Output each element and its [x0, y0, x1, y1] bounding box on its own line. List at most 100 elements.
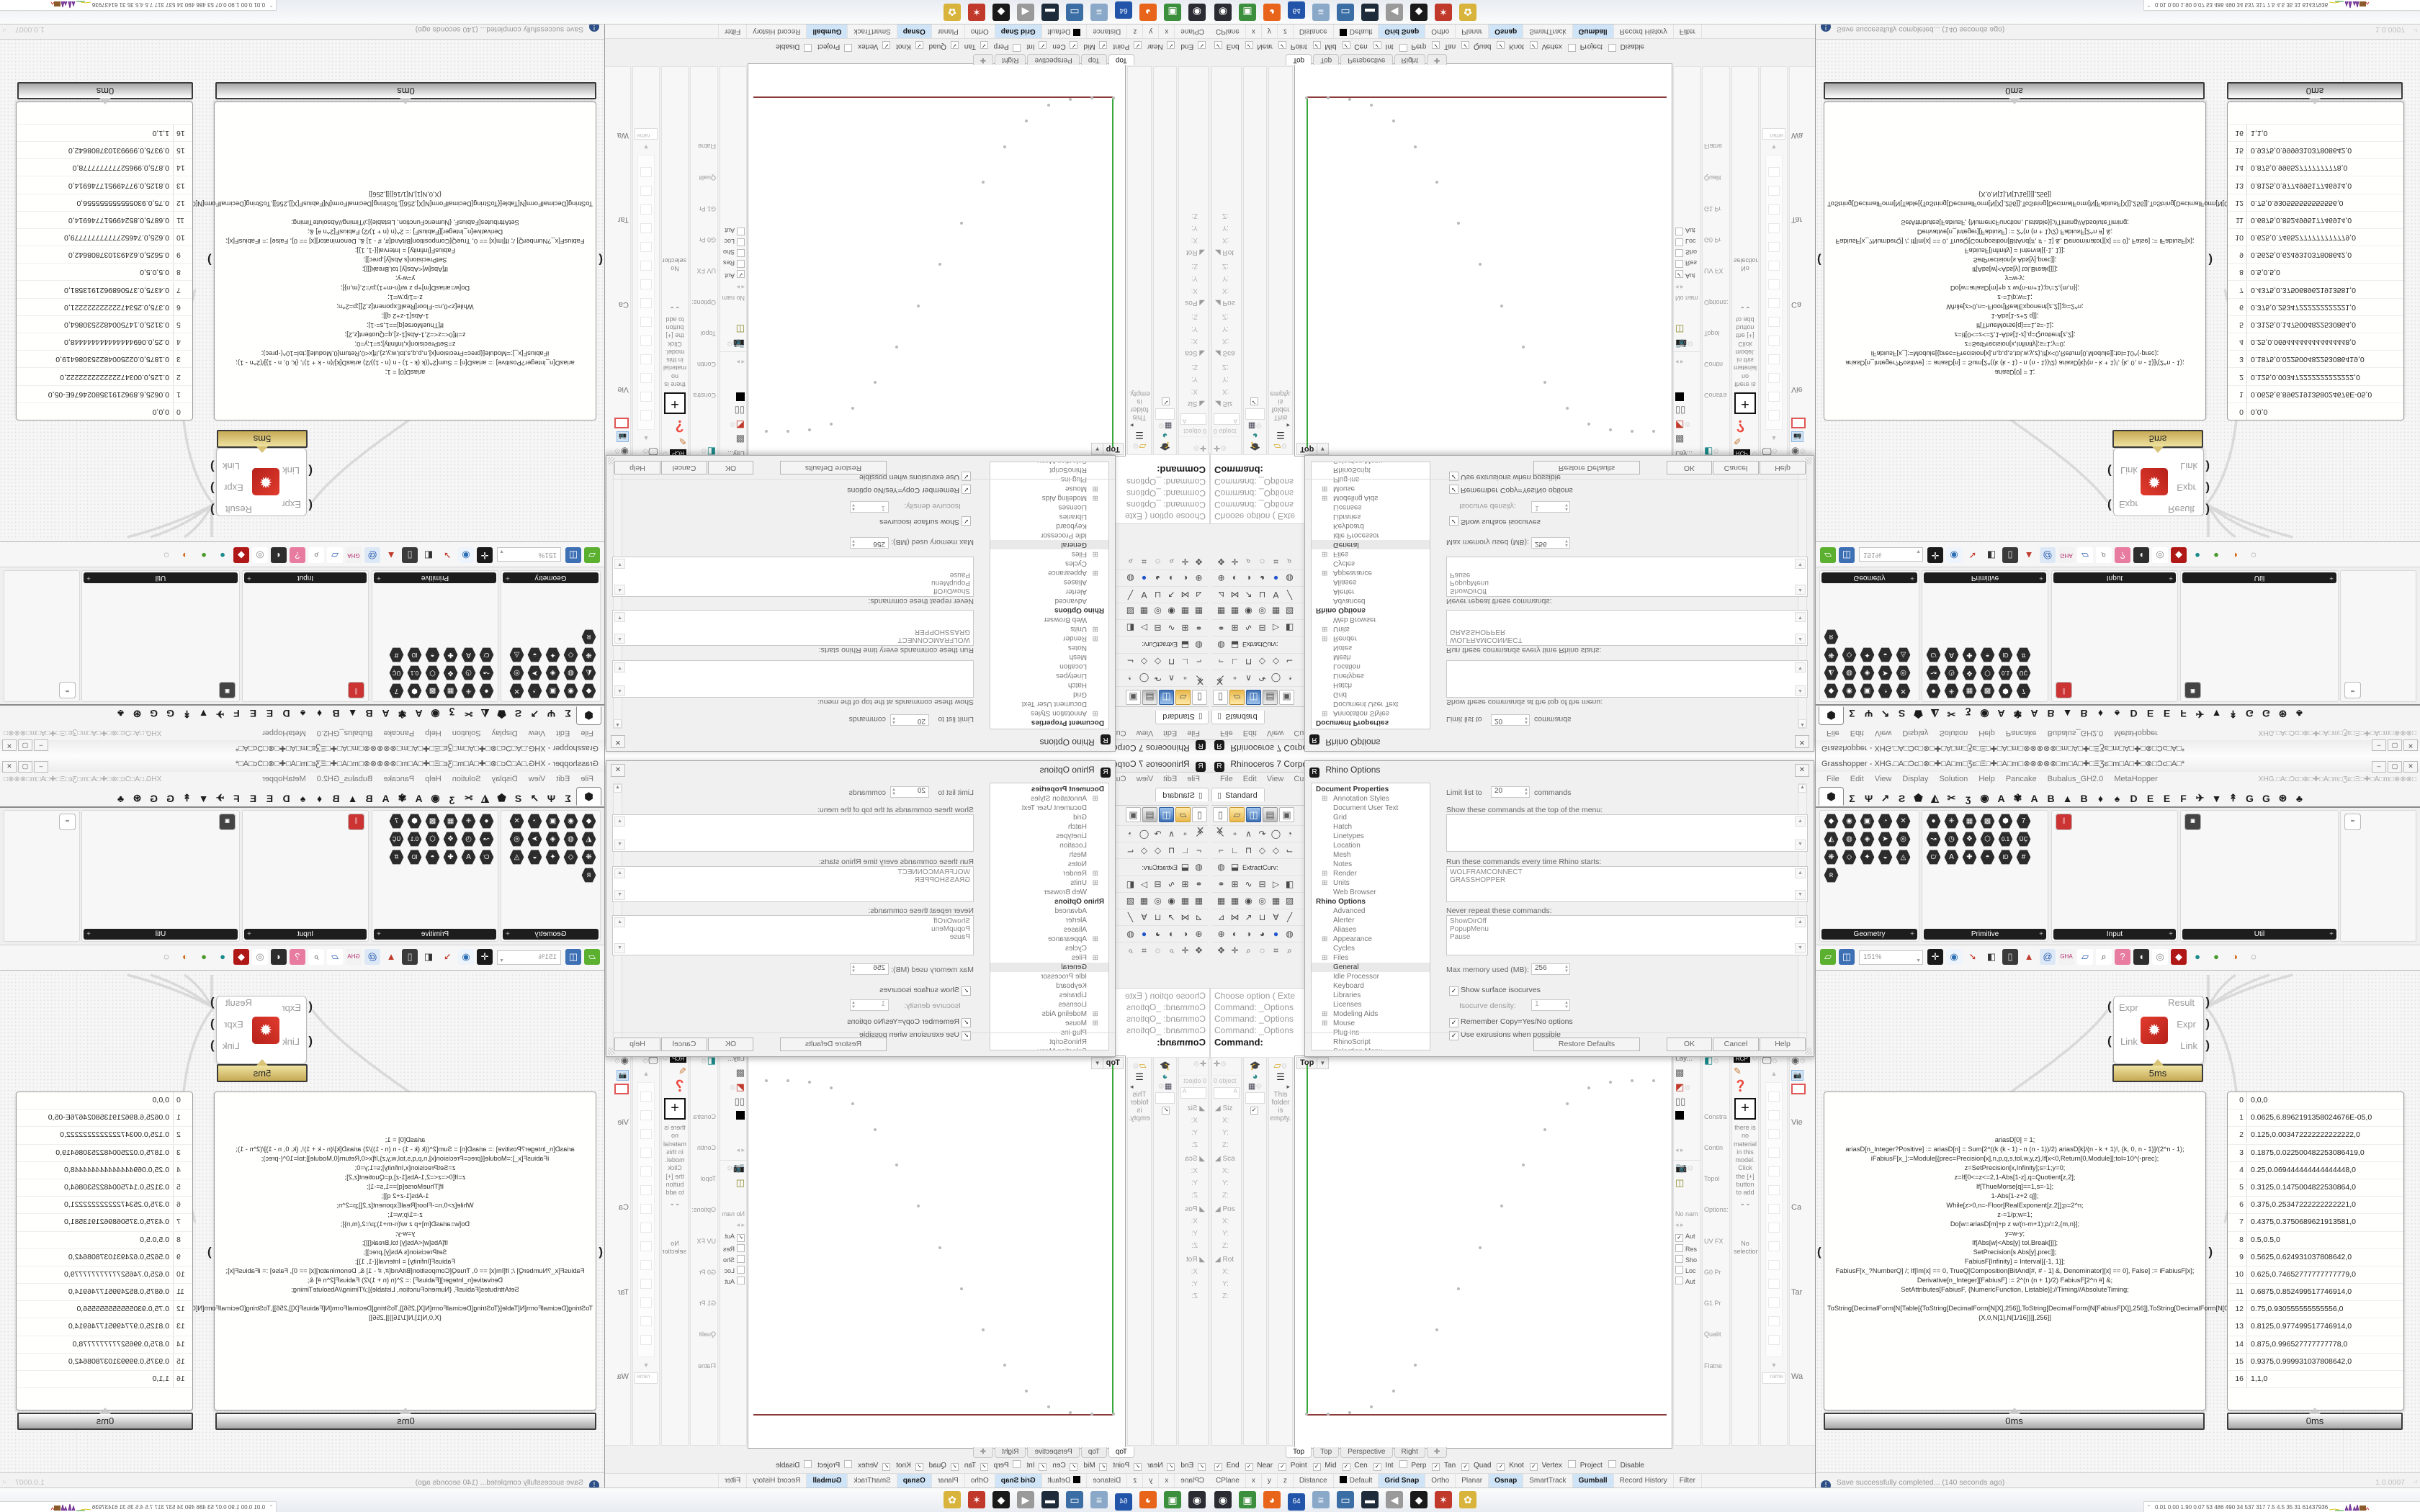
- component-icon[interactable]: ◒: [527, 647, 542, 662]
- gh-tab-14[interactable]: ▲: [347, 793, 358, 804]
- folder-icon[interactable]: ▱⚙: [1273, 441, 1288, 452]
- rhino-tool-icon[interactable]: ∿: [1168, 623, 1175, 633]
- density-spinner[interactable]: 1 ▲ ▼: [850, 501, 889, 513]
- osnap-quad[interactable]: ✓ Quad: [1461, 1462, 1491, 1471]
- gh-tab-17[interactable]: ♠: [300, 708, 306, 719]
- checkbox-res[interactable]: Res: [722, 259, 745, 268]
- close-icon[interactable]: ✕: [2, 739, 17, 751]
- menu-item-solution[interactable]: Solution: [1939, 729, 1968, 737]
- docs-icon[interactable]: ▯▯: [1675, 1096, 1686, 1107]
- cylinder-icon[interactable]: ◎: [252, 547, 268, 563]
- status-x[interactable]: x: [1158, 24, 1175, 38]
- top-commands-listbox[interactable]: ▲ ▼: [612, 814, 974, 852]
- sentinel-64-icon[interactable]: 64: [1288, 1493, 1305, 1511]
- hamburger-icon[interactable]: ☰: [1135, 430, 1144, 441]
- component-icon[interactable]: ✕: [509, 683, 524, 698]
- output-grip[interactable]: ): [210, 460, 215, 474]
- rhino-tool-icon[interactable]: ▦: [1139, 606, 1149, 616]
- gate-icon[interactable]: ◧: [1984, 547, 1999, 563]
- tree-item-keyboard[interactable]: Keyboard: [1333, 522, 1364, 530]
- preview-eye-icon[interactable]: ◉: [458, 547, 474, 563]
- tree-item-document-user-text[interactable]: Document User Text: [1333, 700, 1399, 708]
- component-icon[interactable]: ⬢: [407, 683, 422, 698]
- status-z[interactable]: z: [1277, 24, 1294, 38]
- mask-icon[interactable]: ◖: [271, 949, 287, 965]
- component-icon[interactable]: #: [2016, 647, 2031, 662]
- speaker-icon[interactable]: ◀: [1017, 1491, 1034, 1508]
- gh-tab-14[interactable]: ▲: [347, 708, 358, 719]
- menu-item-bubalus_gh2.0[interactable]: Bubalus_GH2.0: [316, 729, 373, 737]
- chevrons-icon[interactable]: ⌄⌄: [669, 1200, 681, 1207]
- rhino-tool-icon[interactable]: ⋈: [1230, 912, 1240, 922]
- rhino-tool-icon[interactable]: ⊞: [1231, 623, 1239, 633]
- menu-item-pancake[interactable]: Pancake: [383, 729, 415, 737]
- component-icon[interactable]: A: [461, 647, 476, 662]
- component-icon[interactable]: ▣: [2184, 814, 2201, 830]
- tree-item-files[interactable]: Files: [1312, 953, 1430, 963]
- dialog-resize-grip[interactable]: [1805, 457, 1812, 464]
- tree-item-linetypes[interactable]: Linetypes: [1056, 672, 1087, 680]
- tree-item-render[interactable]: Render: [1312, 634, 1430, 643]
- status-x[interactable]: x: [1245, 24, 1262, 38]
- viewport-tab-perspective[interactable]: Perspective: [1027, 1447, 1080, 1458]
- gh-tab-19[interactable]: E: [266, 708, 274, 719]
- component-icon[interactable]: ID: [1998, 647, 2013, 662]
- component-icon[interactable]: ▣: [2184, 682, 2201, 698]
- snapshot-field[interactable]: [1155, 408, 1175, 420]
- gh-tab-23[interactable]: ▼: [2211, 708, 2222, 719]
- menu-item-help[interactable]: Help: [425, 729, 442, 737]
- boxedit-section-sca[interactable]: ◢ Sca: [1185, 349, 1205, 357]
- tree-item-cycles[interactable]: Cycles: [1333, 945, 1355, 953]
- menu-item-edit[interactable]: Edit: [1850, 729, 1864, 737]
- rhino-tool-icon[interactable]: ⋈: [1230, 590, 1240, 600]
- help-icon[interactable]: ❓: [1734, 1080, 1747, 1093]
- rhino-tool-icon[interactable]: ∧: [1245, 673, 1252, 683]
- palette-label-geometry[interactable]: Geometry +: [503, 929, 599, 940]
- cut-icon[interactable]: ✕: [1215, 824, 1224, 836]
- print-icon[interactable]: ▤: [1263, 690, 1278, 705]
- tree-item-render[interactable]: Render: [990, 634, 1108, 643]
- osnap-quad[interactable]: ✓ Quad: [929, 1462, 959, 1471]
- boxedit-field[interactable]: A: [1214, 1087, 1240, 1099]
- ok-button[interactable]: OK: [708, 461, 753, 474]
- component-icon[interactable]: ➤: [1878, 665, 1893, 680]
- status-distance[interactable]: Distance: [1293, 24, 1334, 38]
- rhino-tool-icon[interactable]: ◕: [1155, 929, 1161, 939]
- viewport-props-panel[interactable]: 🖵⚙ ▲ ▼ rame: [1760, 66, 1788, 459]
- osnap-end[interactable]: ✓ End: [1180, 1462, 1206, 1471]
- rhino-tool-icon[interactable]: ⊿: [1217, 590, 1225, 600]
- rhino-tool-icon[interactable]: ◍: [1126, 573, 1134, 583]
- component-icon[interactable]: ◷: [461, 665, 476, 680]
- tree-item-mouse[interactable]: Mouse: [990, 1019, 1108, 1028]
- component-icon[interactable]: C/: [1926, 850, 1941, 865]
- scroll-up-icon[interactable]: ▲: [642, 435, 650, 443]
- notepad-icon[interactable]: ≡: [1090, 4, 1108, 21]
- status-osnap[interactable]: Osnap: [896, 24, 931, 38]
- gh-tab-27[interactable]: ⊛: [133, 708, 142, 720]
- orange-ball-icon[interactable]: ◑: [177, 949, 193, 965]
- status-filter[interactable]: Filter: [718, 24, 747, 38]
- menu-item-edit[interactable]: Edit: [1242, 729, 1257, 737]
- rhino-tool-icon[interactable]: ▦: [1271, 606, 1281, 616]
- gh-tab-25[interactable]: G: [2246, 793, 2254, 804]
- panel-input-grip[interactable]: (: [599, 253, 603, 267]
- rhino-tool-icon[interactable]: ∟: [1180, 657, 1190, 667]
- menu-item-metahopper[interactable]: MetaHopper: [262, 775, 306, 783]
- file-browser-panel[interactable]: ▱⚙ ☰ ▸ This folder is empty.: [1127, 1057, 1152, 1446]
- gh-tab-21[interactable]: F: [2180, 708, 2187, 719]
- panel-output-grip[interactable]: ): [2208, 253, 2213, 267]
- tree-item-cycles[interactable]: Cycles: [1065, 945, 1087, 953]
- remote-desktop-icon[interactable]: ▭: [1337, 1491, 1354, 1508]
- rhino-options-dialog[interactable]: R Rhino Options ✕ Document PropertiesAnn…: [606, 455, 1116, 752]
- component-icon[interactable]: ▦: [443, 814, 458, 829]
- viewport-tab-✛[interactable]: ✛: [1426, 54, 1448, 65]
- paint-icon[interactable]: ◩: [735, 420, 745, 431]
- viewport-tab-top[interactable]: Top: [1313, 1447, 1340, 1458]
- dialog-title-bar[interactable]: R Rhino Options ✕: [1305, 734, 1814, 751]
- osnap-disable[interactable]: Disable: [1608, 42, 1644, 52]
- gh-tab-8[interactable]: ʒ: [449, 793, 455, 804]
- mask-icon[interactable]: ◖: [2133, 547, 2149, 563]
- gh-tab-7[interactable]: ✂: [1947, 708, 1956, 720]
- command-prompt[interactable]: Command:: [1157, 464, 1206, 475]
